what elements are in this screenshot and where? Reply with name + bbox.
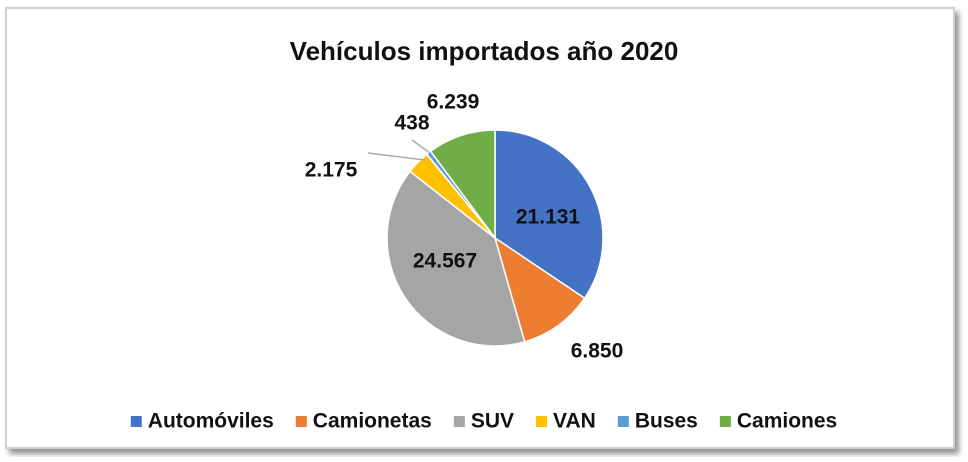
legend-swatch — [295, 416, 307, 427]
legend-swatch — [130, 416, 142, 427]
pie-slice — [429, 129, 496, 241]
legend-label: Automóviles — [148, 410, 274, 433]
legend-label: VAN — [553, 410, 596, 433]
legend-swatch — [617, 416, 629, 427]
legend-item: SUV — [453, 410, 514, 433]
pie — [386, 129, 604, 347]
legend-label: Camiones — [737, 410, 837, 433]
legend-item: Camiones — [719, 410, 837, 433]
legend: Automóviles Camionetas SUV VAN Buses Camiones — [130, 410, 837, 433]
legend-item: Automóviles — [130, 410, 274, 433]
legend-swatch — [719, 416, 731, 427]
legend-label: Buses — [635, 410, 698, 433]
legend-swatch — [453, 416, 465, 427]
data-label: 438 — [394, 112, 429, 135]
chart-title: Vehículos importados año 2020 — [290, 36, 679, 66]
pie-slice — [494, 129, 604, 300]
legend-label: Camionetas — [313, 410, 432, 433]
legend-swatch — [536, 416, 548, 427]
leader-line — [367, 152, 426, 161]
legend-item: Camionetas — [295, 410, 432, 433]
data-label: 21.131 — [516, 206, 581, 229]
data-label: 6.239 — [427, 91, 480, 114]
legend-label: SUV — [471, 410, 514, 433]
data-label: 24.567 — [413, 250, 477, 273]
data-label: 6.850 — [571, 340, 624, 363]
legend-item: VAN — [536, 410, 596, 433]
pie-slice — [386, 170, 526, 347]
leader-line — [411, 139, 431, 154]
data-label: 2.175 — [305, 159, 358, 182]
legend-item: Buses — [617, 410, 698, 433]
